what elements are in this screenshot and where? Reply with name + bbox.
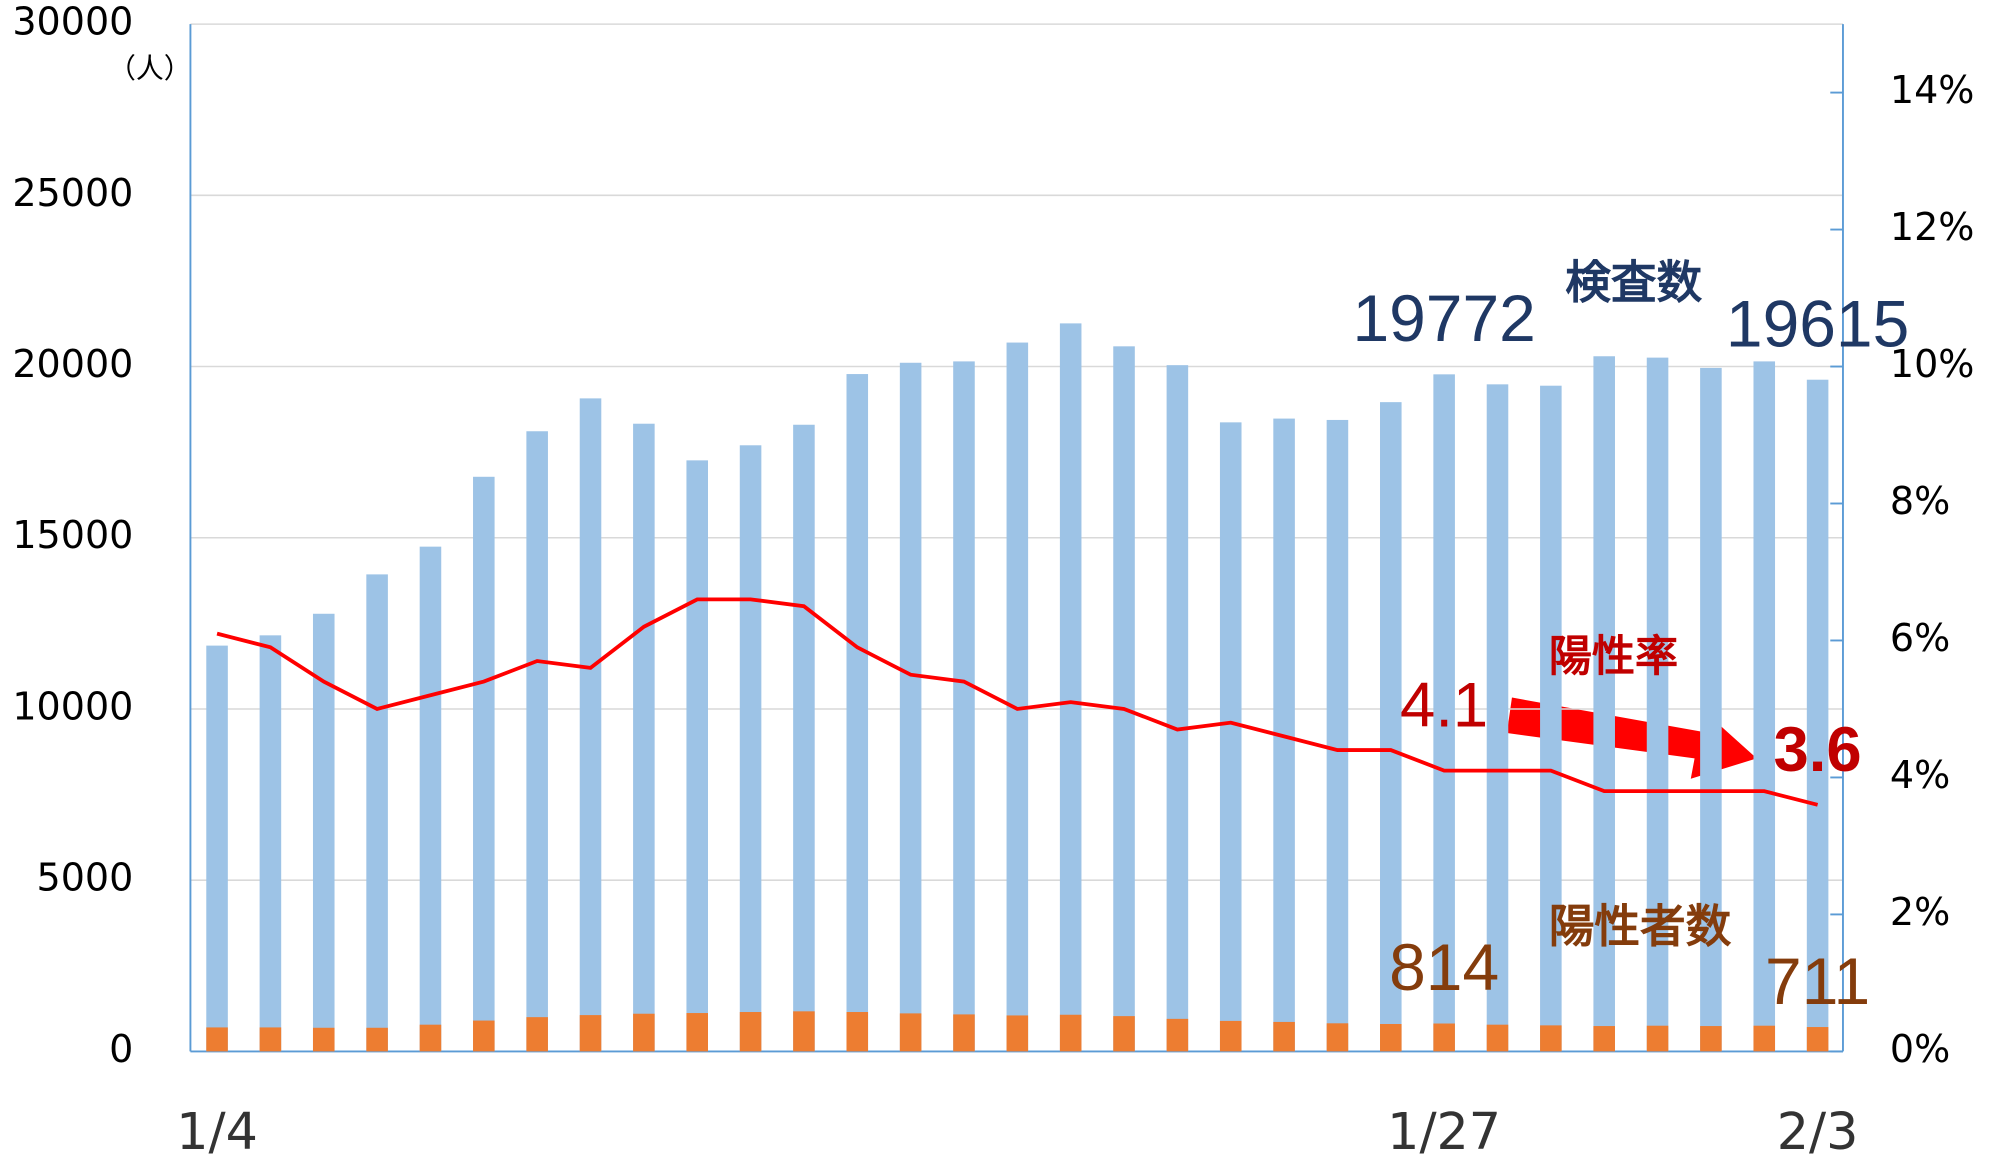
bar [1540,1025,1562,1052]
bar [1113,346,1135,1052]
bar [579,1015,602,1052]
bar [1486,384,1509,1052]
bar [1219,422,1242,1052]
bar [1006,1015,1029,1052]
bar [1219,1020,1242,1052]
bar [1486,1024,1509,1052]
bar [793,424,815,1052]
y-tick-label: 5000 [37,856,134,900]
y-tick-label: 20000 [12,342,133,386]
bar [206,1027,228,1052]
value-label: 19772 [1352,281,1535,355]
bar [419,546,442,1052]
bar [739,1012,762,1052]
bar [739,445,762,1052]
bar [633,1013,655,1052]
value-label: 3.6 [1774,715,1862,785]
series-name: 検査数 [1565,256,1702,309]
series-name: 陽性者数 [1549,900,1732,953]
bar [259,635,282,1052]
bar [366,1027,388,1052]
bar [846,374,869,1052]
bar [419,1024,442,1052]
bar [1326,419,1349,1052]
y-tick-label: 25000 [12,171,133,215]
bar [366,574,388,1052]
y2-tick-label: 8% [1890,479,1950,523]
value-label: 4.1 [1400,670,1488,740]
bar [633,423,655,1052]
bar [899,1013,922,1052]
bar [899,362,922,1052]
y2-tick-label: 4% [1890,753,1950,797]
bar [473,476,495,1052]
y2-tick-label: 12% [1890,205,1975,249]
series-name: 陽性率 [1549,632,1678,682]
bar [1700,367,1722,1052]
bar [473,1020,495,1052]
bar [526,431,548,1052]
bar [1806,379,1829,1052]
bar [526,1017,548,1052]
bar [312,1027,335,1052]
value-label: 711 [1765,944,1870,1018]
bar [312,613,335,1052]
bar [1166,365,1189,1052]
bar [259,1027,282,1052]
bar [1540,385,1562,1052]
y-tick-label: 10000 [12,684,133,728]
bar [1273,1021,1295,1052]
bar [846,1012,869,1052]
x-tick-label: 2/3 [1777,1102,1859,1161]
bar [1166,1018,1189,1052]
line [216,597,1819,807]
bar [1380,402,1402,1052]
y2-tick-label: 10% [1890,342,1975,386]
bar [953,1014,975,1052]
bar [1593,356,1615,1052]
x-tick-label: 1/4 [176,1102,258,1161]
bar [1006,342,1029,1052]
bar [1380,1023,1402,1052]
x-tick-label: 1/27 [1387,1102,1501,1161]
y-tick-label: 15000 [12,513,133,557]
y-tick-label: 0 [109,1027,133,1071]
bar [1700,1026,1722,1052]
bar [1806,1027,1829,1052]
bar [953,361,975,1052]
bar [1593,1026,1615,1052]
value-label: 814 [1389,930,1499,1004]
bar [579,398,602,1052]
value-label: 19615 [1726,286,1909,360]
bar [793,1011,815,1052]
y2-tick-label: 0% [1890,1027,1950,1071]
bar [1753,361,1776,1052]
bar [1326,1023,1349,1052]
bar [686,1013,708,1052]
bar [1433,1023,1455,1052]
y-tick-label: 30000 [12,0,133,44]
bar [1646,1025,1669,1052]
trend-arrow [1506,697,1757,779]
y2-tick-label: 2% [1890,890,1950,934]
bar [1059,323,1082,1052]
bar [1113,1016,1135,1052]
y2-tick-label: 14% [1890,68,1975,112]
bar [686,460,708,1052]
bar [1646,357,1669,1052]
bar [1753,1025,1776,1052]
bar [1433,374,1455,1052]
unit-label: （人） [108,52,192,85]
y2-tick-label: 6% [1890,616,1950,660]
bar [1059,1014,1082,1052]
bar [206,645,228,1052]
